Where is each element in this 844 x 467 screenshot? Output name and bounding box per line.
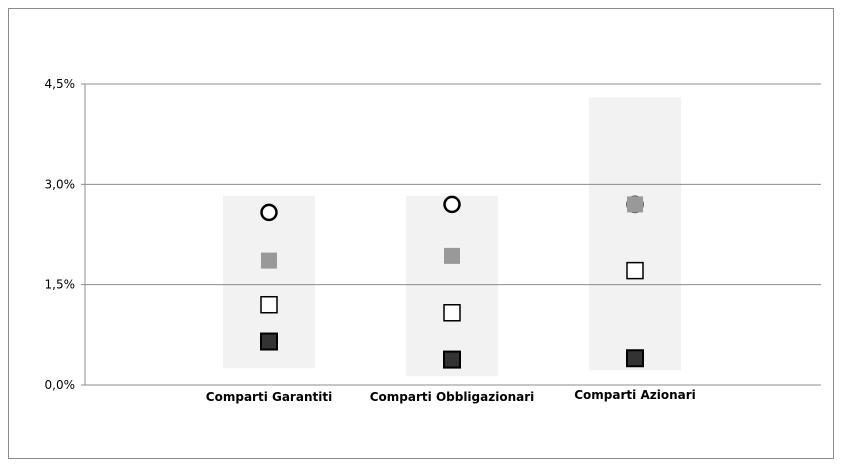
square-dark-marker	[626, 349, 644, 368]
gridlines	[81, 83, 821, 386]
y-tick-label: 4,5%	[45, 77, 76, 91]
square-gray-marker	[261, 252, 277, 269]
square-open-marker	[260, 295, 278, 314]
range-bands	[223, 97, 681, 377]
chart-svg: 0,0%1,5%3,0%4,5% Comparti Garantiti Compa…	[45, 77, 821, 404]
range-band	[406, 195, 498, 377]
circle-open-marker	[260, 203, 278, 222]
circle-open-marker	[443, 195, 461, 214]
square-gray-marker	[444, 247, 460, 264]
category-label: Comparti Azionari	[574, 388, 696, 402]
y-tick-label: 1,5%	[45, 278, 76, 292]
category-label: Comparti Garantiti	[206, 390, 332, 404]
category-label: Comparti Obbligazionari	[370, 390, 535, 404]
square-open-marker	[626, 261, 644, 280]
y-tick-labels: 0,0% 1,5% 3,0% 4,5%	[45, 77, 76, 392]
square-gray-marker	[627, 196, 643, 213]
chart-frame: 0,0% 1,5% 3,0% 4,5% Comparti Garantiti Compa…	[8, 8, 834, 459]
data-markers	[260, 195, 644, 369]
range-band	[589, 97, 681, 371]
square-open-marker	[443, 304, 461, 322]
y-tick-label: 3,0%	[45, 177, 76, 191]
square-dark-marker	[260, 332, 278, 351]
y-tick-label: 0,0%	[45, 378, 76, 392]
category-labels: Comparti Garantiti Comparti Obbligazionar…	[206, 388, 696, 404]
square-dark-marker	[443, 350, 461, 369]
